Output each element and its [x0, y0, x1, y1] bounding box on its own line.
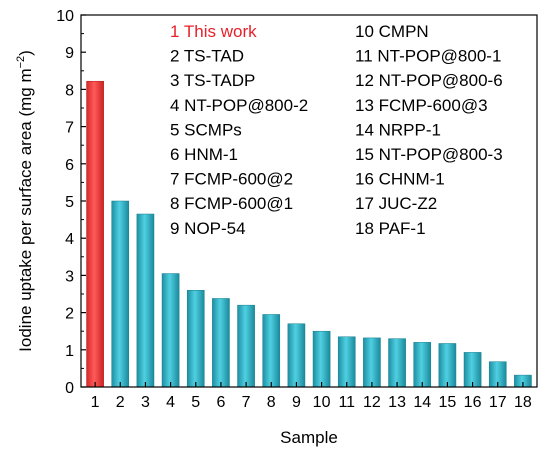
x-tick-label: 16 [464, 394, 482, 411]
legend-entry: 14 NRPP-1 [355, 120, 441, 139]
x-tick-label: 2 [116, 394, 125, 411]
x-tick-label: 4 [166, 394, 175, 411]
y-tick-label: 2 [65, 306, 74, 323]
bar-sample-16 [463, 352, 482, 388]
y-tick-label: 4 [65, 231, 74, 248]
legend-entry: 2 TS-TAD [170, 47, 244, 66]
x-tick-label: 17 [489, 394, 507, 411]
bar-sample-2 [111, 200, 130, 388]
y-tick-label: 5 [65, 194, 74, 211]
y-tick-label: 1 [65, 343, 74, 360]
legend-entry: 17 JUC-Z2 [355, 194, 437, 213]
x-tick-label: 3 [141, 394, 150, 411]
y-tick-label: 10 [56, 8, 74, 25]
legend-entry: 4 NT-POP@800-2 [170, 96, 308, 115]
bar-sample-7 [237, 304, 255, 388]
x-tick-label: 14 [413, 394, 431, 411]
bar-sample-12 [363, 337, 381, 388]
bar-sample-1 [86, 80, 104, 388]
legend-entry: 6 HNM-1 [170, 145, 238, 164]
bar-sample-8 [262, 314, 281, 388]
x-tick-label: 7 [242, 394, 251, 411]
x-tick-label: 13 [388, 394, 406, 411]
legend-entry: 9 NOP-54 [170, 219, 246, 238]
bar-sample-10 [312, 330, 331, 388]
legend-entry: 5 SCMPs [170, 120, 242, 139]
legend-entry: 12 NT-POP@800-6 [355, 71, 503, 90]
bars-group [86, 80, 532, 388]
bar-sample-14 [413, 342, 432, 388]
bar-sample-11 [337, 336, 356, 388]
legend-entry: 3 TS-TADP [170, 71, 255, 90]
legend-entry: 1 This work [170, 22, 257, 41]
bar-sample-6 [212, 298, 230, 388]
legend: 1 This work 2 TS-TAD 3 TS-TADP 4 NT-POP@800… [170, 22, 503, 238]
y-axis-label-superscript: −2 [15, 56, 27, 69]
x-tick-label: 12 [363, 394, 381, 411]
y-tick-label: 0 [65, 380, 74, 397]
bar-sample-9 [287, 323, 306, 388]
y-tick-label: 7 [65, 120, 74, 137]
x-tick-label: 9 [292, 394, 301, 411]
x-tick-label: 15 [439, 394, 457, 411]
legend-entry: 8 FCMP-600@1 [170, 194, 293, 213]
bar-sample-15 [438, 343, 457, 388]
x-tick-label: 1 [91, 394, 100, 411]
y-tick-label: 6 [65, 157, 74, 174]
y-tick-label: 3 [65, 268, 74, 285]
bar-sample-13 [388, 338, 406, 388]
legend-entry: 10 CMPN [355, 22, 429, 41]
bar-sample-5 [186, 290, 205, 388]
y-tick-label: 8 [65, 82, 74, 99]
x-tick-label: 10 [313, 394, 331, 411]
legend-entry: 7 FCMP-600@2 [170, 170, 293, 189]
bar-sample-4 [161, 273, 180, 388]
x-tick-label: 6 [216, 394, 225, 411]
legend-entry: 16 CHNM-1 [355, 170, 445, 189]
legend-entry: 11 NT-POP@800-1 [355, 47, 501, 66]
legend-entry: 15 NT-POP@800-3 [355, 145, 503, 164]
x-tick-label: 18 [514, 394, 532, 411]
y-axis-label: Iodine uptake per surface area (mg m−2) [15, 50, 35, 352]
x-tick-label: 5 [191, 394, 200, 411]
x-axis-label: Sample [280, 428, 338, 447]
legend-entry: 13 FCMP-600@3 [355, 96, 488, 115]
y-axis-label-main: Iodine uptake per surface area (mg m [16, 68, 35, 351]
x-tick-label: 8 [267, 394, 276, 411]
y-tick-label: 9 [65, 45, 74, 62]
x-tick-label: 11 [338, 394, 355, 411]
legend-entry: 18 PAF-1 [355, 219, 426, 238]
bar-sample-3 [136, 213, 155, 388]
y-axis-label-close: ) [16, 50, 35, 56]
